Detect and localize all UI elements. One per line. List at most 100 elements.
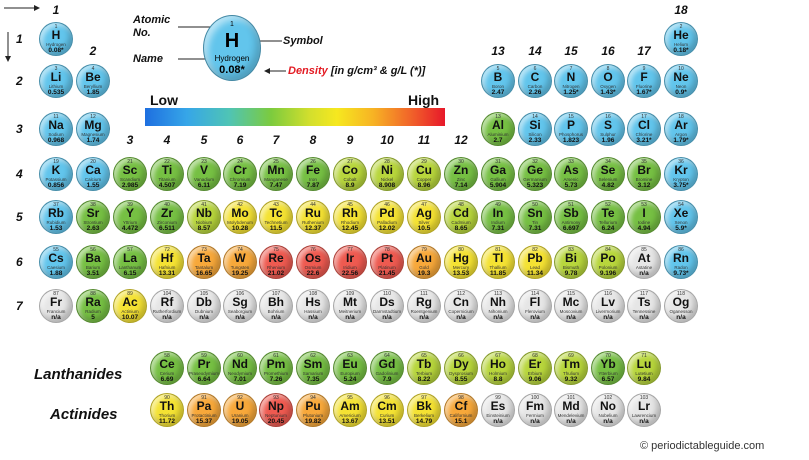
element-atomic-number: 98 bbox=[458, 395, 464, 401]
element-ne: 10 Ne Neon 0.9* bbox=[664, 64, 698, 98]
element-name: Californium bbox=[449, 413, 473, 418]
element-symbol: Mc bbox=[562, 295, 580, 309]
element-symbol: Ra bbox=[85, 295, 101, 309]
element-symbol: Au bbox=[416, 251, 432, 265]
legend-density-text: Density [in g/cm³ & g/L (*)] bbox=[288, 65, 425, 77]
element-y: 39 Y Yttrium 4.472 bbox=[113, 200, 147, 234]
element-symbol: Fe bbox=[305, 163, 320, 177]
element-symbol: Hs bbox=[305, 295, 321, 309]
element-symbol: Be bbox=[85, 70, 101, 84]
element-yb: 70 Yb Ytterbium 6.57 bbox=[591, 351, 625, 385]
element-density: 0.08* bbox=[48, 47, 64, 54]
element-symbol: Fl bbox=[529, 295, 541, 309]
element-atomic-number: 89 bbox=[127, 291, 133, 297]
element-name: Strontium bbox=[83, 220, 103, 225]
element-pr: 59 Pr Praseodymium 6.64 bbox=[187, 351, 221, 385]
element-density: 4.507 bbox=[158, 182, 176, 189]
element-symbol: Sg bbox=[232, 295, 248, 309]
element-atomic-number: 49 bbox=[495, 202, 501, 208]
group-label-9: 9 bbox=[346, 133, 354, 147]
element-name: Titanium bbox=[158, 177, 176, 182]
element-name: Lithium bbox=[48, 84, 64, 89]
element-atomic-number: 91 bbox=[201, 395, 207, 401]
element-name: Bromine bbox=[635, 177, 653, 182]
element-name: Flerovium bbox=[525, 309, 545, 314]
element-u: 92 U Uranium 19.05 bbox=[223, 393, 257, 427]
element-ce: 58 Ce Cerium 6.69 bbox=[150, 351, 184, 385]
element-symbol: Se bbox=[600, 163, 616, 177]
element-name: Samarium bbox=[302, 371, 324, 376]
element-atomic-number: 29 bbox=[421, 159, 427, 165]
element-name: Lead bbox=[529, 265, 540, 270]
element-symbol: Te bbox=[601, 206, 615, 220]
element-symbol: Cn bbox=[453, 295, 469, 309]
element-sm: 62 Sm Samarium 7.35 bbox=[296, 351, 330, 385]
element-density: 12.45 bbox=[341, 225, 359, 232]
element-ar: 18 Ar Argon 1.79* bbox=[664, 112, 698, 146]
element-atomic-number: 18 bbox=[678, 114, 684, 120]
element-density: 9.06 bbox=[528, 376, 542, 383]
element-name: Actinium bbox=[121, 309, 139, 314]
element-symbol: Lv bbox=[600, 295, 615, 309]
element-atomic-number: 70 bbox=[605, 353, 611, 359]
element-atomic-number: 80 bbox=[458, 247, 464, 253]
element-atomic-number: 35 bbox=[641, 159, 647, 165]
element-density: 0.968 bbox=[47, 137, 65, 144]
element-symbol: Xe bbox=[673, 206, 689, 220]
element-atomic-number: 95 bbox=[347, 395, 353, 401]
element-symbol: P bbox=[566, 118, 575, 132]
element-mo: 42 Mo Molybdenum 10.28 bbox=[223, 200, 257, 234]
element-atomic-number: 90 bbox=[164, 395, 170, 401]
element-os: 76 Os Osmium 22.6 bbox=[296, 245, 330, 279]
element-density: 6.697 bbox=[562, 225, 580, 232]
element-name: Moscovium bbox=[559, 309, 583, 314]
element-density: 10.28 bbox=[231, 225, 249, 232]
element-density: 20.45 bbox=[267, 418, 285, 425]
element-name: Mercury bbox=[452, 265, 470, 270]
legend-symbol: H bbox=[224, 30, 240, 52]
element-atomic-number: 104 bbox=[162, 291, 172, 297]
element-symbol: Mn bbox=[267, 163, 285, 177]
element-k: 19 K Potassium 0.856 bbox=[39, 157, 73, 191]
element-density: n/a bbox=[308, 314, 318, 321]
element-density: 6.57 bbox=[601, 376, 615, 383]
period-label-1: 1 bbox=[16, 32, 23, 46]
element-atomic-number: 55 bbox=[53, 247, 59, 253]
element-atomic-number: 17 bbox=[641, 114, 647, 120]
element-density: 1.25* bbox=[563, 89, 579, 96]
group-label-8: 8 bbox=[309, 133, 317, 147]
element-atomic-number: 93 bbox=[273, 395, 279, 401]
element-name: Praseodymium bbox=[188, 371, 219, 376]
element-np: 93 Np Neptunium 20.45 bbox=[259, 393, 293, 427]
element-symbol: Pa bbox=[196, 399, 212, 413]
element-symbol: No bbox=[600, 399, 616, 413]
element-symbol: Dy bbox=[453, 357, 469, 371]
element-symbol: Mt bbox=[343, 295, 357, 309]
element-symbol: O bbox=[603, 70, 613, 84]
element-ts: 117 Ts Tennessine n/a bbox=[627, 289, 661, 323]
element-atomic-number: 9 bbox=[642, 66, 646, 72]
element-cf: 98 Cf Californium 15.1 bbox=[444, 393, 478, 427]
element-density: 5.73 bbox=[564, 182, 578, 189]
element-name: Phosphorus bbox=[558, 132, 584, 137]
element-symbol: Yb bbox=[600, 357, 616, 371]
element-name: Nitrogen bbox=[562, 84, 580, 89]
element-name: Aluminium bbox=[487, 132, 509, 137]
element-name: Dysprosium bbox=[449, 371, 473, 376]
element-atomic-number: 79 bbox=[421, 247, 427, 253]
element-symbol: Mg bbox=[84, 118, 102, 132]
element-symbol: Gd bbox=[378, 357, 396, 371]
element-name: Thorium bbox=[158, 413, 176, 418]
element-density: n/a bbox=[199, 314, 209, 321]
element-density: n/a bbox=[419, 314, 429, 321]
element-name: Ruthenium bbox=[302, 220, 324, 225]
element-name: Silver bbox=[418, 220, 430, 225]
element-density: 13.53 bbox=[452, 270, 470, 277]
element-density: n/a bbox=[51, 314, 61, 321]
element-density: 19.82 bbox=[304, 418, 322, 425]
element-rf: 104 Rf Rutherfordium n/a bbox=[150, 289, 184, 323]
element-name: Lawrencium bbox=[631, 413, 657, 418]
element-name: Neptunium bbox=[265, 413, 287, 418]
element-name: Iodine bbox=[637, 220, 651, 225]
element-name: Thallium bbox=[489, 265, 507, 270]
